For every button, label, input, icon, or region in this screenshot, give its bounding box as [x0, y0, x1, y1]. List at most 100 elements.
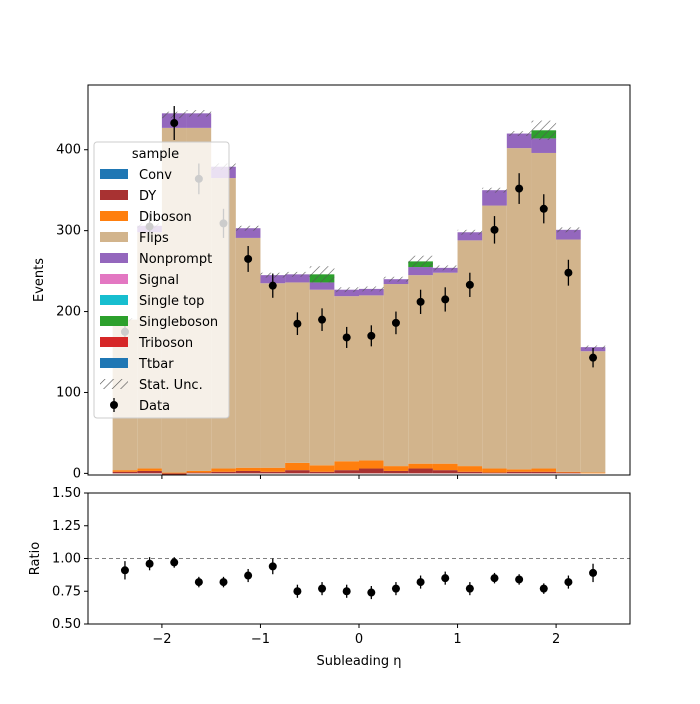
bar-segment: [359, 288, 384, 296]
legend-swatch: [100, 232, 128, 242]
ratio-point: [490, 574, 499, 583]
legend-label: Diboson: [139, 210, 192, 225]
legend-swatch: [100, 337, 128, 347]
bar-segment: [112, 470, 138, 472]
y-tick-label: 300: [56, 224, 81, 239]
stat-unc-band: [482, 187, 507, 193]
ratio-point: [120, 566, 129, 575]
bar-segment: [334, 296, 359, 462]
stat-unc-band: [334, 287, 359, 293]
legend-entry: Flips: [100, 231, 169, 246]
bar-segment: [161, 472, 187, 474]
data-point: [367, 331, 376, 340]
ratio-point: [416, 578, 425, 587]
ratio-y-tick-label: 1.50: [52, 486, 81, 501]
y-tick-label: 0: [73, 466, 81, 481]
legend-swatch: [100, 316, 128, 326]
bar-segment: [137, 468, 162, 471]
stat-unc-band: [359, 286, 384, 292]
stat-unc-band: [383, 276, 409, 282]
stat-unc-band: [506, 131, 532, 136]
x-tick-label: 0: [355, 632, 363, 647]
ratio-y-tick-label: 0.50: [52, 617, 81, 632]
data-point: [268, 281, 277, 290]
bar-segment: [285, 282, 310, 463]
legend-point-marker: [110, 401, 118, 409]
bar-segment: [580, 472, 606, 474]
legend: sample Conv DY Diboson Flips Nonprompt Signal S…: [93, 141, 230, 419]
bar-segment: [432, 470, 458, 474]
ratio-point: [391, 584, 400, 593]
bar-segment: [531, 138, 557, 153]
y-axis-label: Events: [32, 258, 47, 302]
data-point: [490, 225, 499, 234]
ratio-point: [244, 571, 253, 580]
legend-swatch: [100, 253, 128, 263]
data-point: [515, 184, 524, 193]
ratio-point: [170, 558, 179, 567]
ratio-point: [342, 587, 351, 596]
bar-segment: [408, 463, 433, 469]
legend-entry: Stat. Unc.: [100, 378, 203, 393]
bar-segment: [556, 472, 581, 474]
ratio-point: [465, 584, 474, 593]
ratio-point: [194, 578, 203, 587]
x-tick-label: −2: [152, 632, 171, 647]
bar-segment: [211, 471, 236, 474]
legend-swatch: [100, 169, 128, 179]
ratio-point: [515, 575, 524, 584]
ratio-panel: 0.50 0.75 1.00 1.25 1.50 −2 −1 0 1 2 Ratio Subleadi…: [28, 486, 631, 669]
stat-unc-band: [556, 227, 581, 233]
bar-segment: [457, 466, 483, 472]
stat-unc-band: [432, 265, 458, 271]
ratio-y-tick-label: 1.00: [52, 552, 81, 567]
stat-unc-band: [408, 255, 433, 268]
bar-segment: [309, 282, 335, 290]
bar-segment: [211, 468, 236, 472]
stat-unc-band: [580, 345, 606, 349]
data-point: [589, 353, 598, 362]
legend-swatch: [100, 274, 128, 284]
bar-segment: [383, 470, 409, 474]
legend-swatch: [100, 358, 128, 368]
x-tick-label: 2: [552, 632, 560, 647]
legend-entry: Data: [110, 398, 170, 414]
bar-segment: [260, 283, 286, 468]
bar-segment: [506, 471, 532, 474]
bar-segment: [334, 289, 359, 297]
bar-segment: [531, 471, 557, 474]
stat-unc-band: [235, 225, 261, 231]
data-point: [391, 318, 400, 327]
bar-segment: [161, 473, 187, 475]
ratio-point: [293, 587, 302, 596]
bar-segment: [334, 461, 359, 471]
bar-segment: [235, 237, 261, 468]
bar-segment: [482, 472, 507, 474]
bar-segment: [260, 471, 286, 474]
data-point: [170, 119, 179, 128]
ratio-point: [318, 584, 327, 593]
bar-segment: [506, 469, 532, 472]
bar-segment: [482, 190, 507, 206]
data-point: [465, 280, 474, 289]
bar-segment: [186, 470, 212, 473]
y-tick-label: 200: [56, 305, 81, 320]
legend-entry: Single top: [100, 294, 204, 309]
ratio-point: [268, 562, 277, 571]
bar-segment: [235, 228, 261, 238]
bar-segment: [457, 232, 483, 241]
series-diboson: [112, 460, 606, 474]
ratio-point: [564, 578, 573, 587]
bar-segment: [186, 472, 212, 474]
legend-label: Ttbar: [138, 357, 174, 372]
bar-segment: [309, 471, 335, 474]
stat-unc-band: [309, 266, 335, 283]
stat-unc-band: [186, 110, 212, 117]
bar-segment: [285, 462, 310, 471]
ratio-point: [539, 584, 548, 593]
legend-label: Flips: [139, 231, 169, 246]
data-point: [318, 315, 327, 324]
bar-segment: [359, 468, 384, 474]
